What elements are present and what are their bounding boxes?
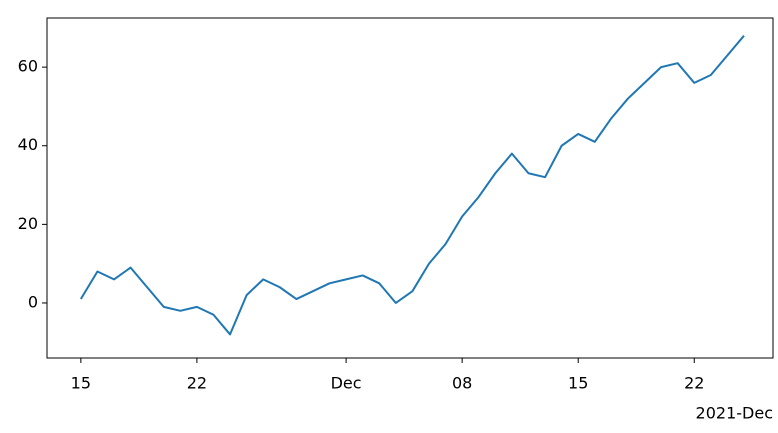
x-tick-label: Dec	[331, 374, 362, 393]
x-tick-label: 15	[568, 374, 588, 393]
x-tick-label: 22	[684, 374, 704, 393]
y-tick-label: 20	[18, 214, 38, 233]
y-tick-label: 60	[18, 57, 38, 76]
x-tick-label: 22	[187, 374, 207, 393]
line	[79, 35, 745, 336]
x-offset-label: 2021-Dec	[696, 404, 773, 423]
y-tick-label: 40	[18, 135, 38, 154]
y-tick-label: 0	[28, 292, 38, 311]
plot-frame	[46, 17, 774, 359]
x-tick-label: 15	[71, 374, 91, 393]
x-tick-label: 08	[452, 374, 472, 393]
